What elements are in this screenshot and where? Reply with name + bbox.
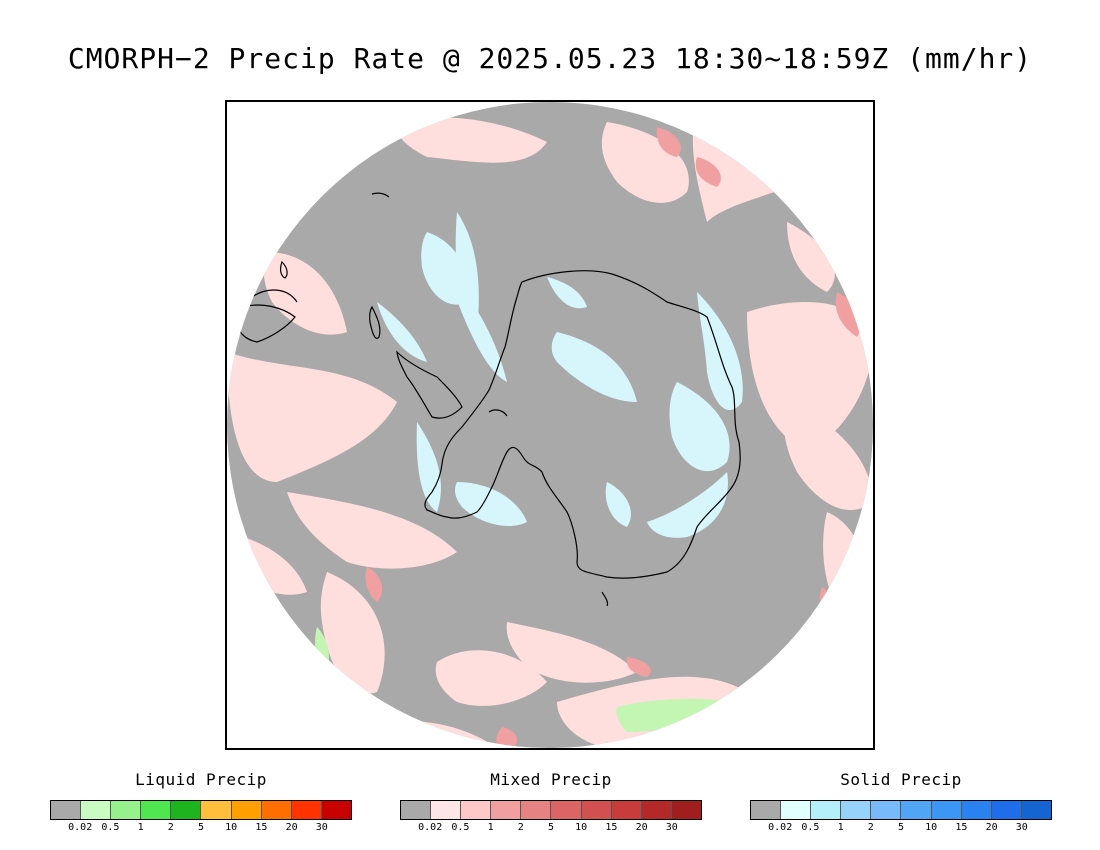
legend-mixed-precip: Mixed Precip 0.02 0.5 1 2 5 10 15 20 30 — [400, 770, 702, 836]
legend-tick-label: 1 — [137, 822, 144, 833]
no-precip-background — [227, 102, 873, 748]
legend-tick-label: 10 — [925, 822, 938, 833]
legend-swatch — [201, 801, 232, 819]
legend-swatch — [841, 801, 872, 819]
legend-title: Solid Precip — [840, 770, 962, 789]
legend-tick-label: 2 — [517, 822, 524, 833]
legend-swatch — [111, 801, 142, 819]
legend-swatch — [961, 801, 992, 819]
legend-tick-labels: 0.02 0.5 1 2 5 10 15 20 30 — [750, 822, 1052, 836]
legend-swatch — [491, 801, 522, 819]
legend-swatch — [51, 801, 82, 819]
legend-swatch — [781, 801, 812, 819]
legend-tick-label: 15 — [955, 822, 968, 833]
legend-tick-labels: 0.02 0.5 1 2 5 10 15 20 30 — [50, 822, 352, 836]
legend-tick-label: 0.02 — [768, 822, 793, 833]
legend-swatch — [1021, 801, 1051, 819]
legend-swatch — [581, 801, 612, 819]
legend-tick-label: 15 — [255, 822, 268, 833]
legend-tick-label: 5 — [897, 822, 905, 833]
legend-tick-label: 0.02 — [418, 822, 443, 833]
legend-tick-label: 20 — [635, 822, 648, 833]
coastlines — [236, 192, 741, 607]
legend-color-bar — [750, 800, 1052, 820]
legend-swatch — [641, 801, 672, 819]
legend-color-bar — [400, 800, 702, 820]
legend-swatch — [291, 801, 322, 819]
legend-tick-label: 30 — [315, 822, 328, 833]
legend-swatch — [81, 801, 112, 819]
legend-swatch — [431, 801, 462, 819]
legend-tick-labels: 0.02 0.5 1 2 5 10 15 20 30 — [400, 822, 702, 836]
legend-swatch — [551, 801, 582, 819]
legend-tick-label: 0.5 — [801, 822, 820, 833]
legend-title: Liquid Precip — [135, 770, 267, 789]
legend-swatch — [321, 801, 351, 819]
legend-tick-label: 10 — [225, 822, 238, 833]
legend-solid-precip: Solid Precip 0.02 0.5 1 2 5 10 15 20 30 — [750, 770, 1052, 836]
legend-title: Mixed Precip — [490, 770, 612, 789]
legend-tick-label: 5 — [547, 822, 555, 833]
legend-tick-label: 5 — [197, 822, 205, 833]
legend-tick-label: 1 — [487, 822, 494, 833]
legend-swatch — [231, 801, 262, 819]
legend-liquid-precip: Liquid Precip 0.02 0.5 1 2 5 10 15 20 30 — [50, 770, 352, 836]
legend-tick-label: 30 — [665, 822, 678, 833]
legend-tick-label: 2 — [867, 822, 874, 833]
legend-tick-label: 10 — [575, 822, 588, 833]
legend-swatch — [261, 801, 292, 819]
legend-swatch — [611, 801, 642, 819]
legend-swatch — [871, 801, 902, 819]
map-frame — [225, 100, 875, 750]
legend-swatch — [671, 801, 701, 819]
legend-swatch — [811, 801, 842, 819]
legend-tick-label: 0.5 — [101, 822, 120, 833]
legend-swatch — [901, 801, 932, 819]
legend-tick-label: 2 — [167, 822, 174, 833]
legend-swatch — [141, 801, 172, 819]
legend-tick-label: 1 — [837, 822, 844, 833]
legend-tick-label: 15 — [605, 822, 618, 833]
legend-swatch — [521, 801, 552, 819]
legend-tick-label: 20 — [985, 822, 998, 833]
legend-tick-label: 20 — [285, 822, 298, 833]
legend-swatch — [931, 801, 962, 819]
legend-swatch — [751, 801, 782, 819]
legend-swatch — [401, 801, 432, 819]
legend-swatch — [171, 801, 202, 819]
legend-tick-label: 0.5 — [451, 822, 470, 833]
map-title: CMORPH−2 Precip Rate @ 2025.05.23 18:30~… — [67, 42, 1033, 75]
polar-precip-map — [227, 102, 873, 748]
legend-tick-label: 0.02 — [68, 822, 93, 833]
legend-tick-label: 30 — [1015, 822, 1028, 833]
legend-swatch — [461, 801, 492, 819]
legend-swatch — [991, 801, 1022, 819]
legend-color-bar — [50, 800, 352, 820]
